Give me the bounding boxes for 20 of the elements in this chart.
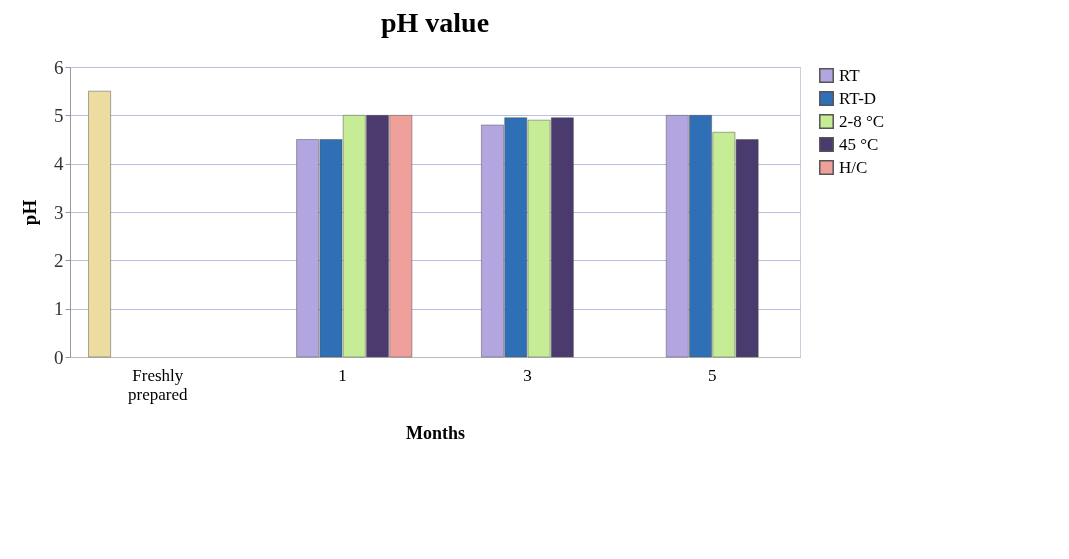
legend-label: RT-D	[839, 88, 877, 108]
legend-label: RT	[839, 65, 861, 85]
y-axis-title: pH	[19, 199, 40, 226]
bar	[88, 90, 111, 358]
chart-title: pH value	[380, 7, 490, 38]
legend-label: H/C	[839, 157, 868, 177]
y-tick-label: 5	[54, 104, 64, 126]
legend-label: 2-8 °C	[839, 111, 885, 131]
x-axis-title: Months	[405, 422, 466, 443]
y-tick-label: 2	[54, 249, 64, 271]
y-tick-label: 1	[54, 298, 64, 320]
x-tick-label: 5	[707, 365, 717, 385]
legend-label: 45 °C	[839, 134, 879, 154]
y-tick-label: 6	[54, 56, 64, 78]
x-tick-label: 3	[523, 365, 532, 385]
y-tick-label: 4	[54, 153, 64, 175]
x-tick-label: Freshly prepared	[128, 365, 189, 404]
y-tick-label: 0	[54, 346, 64, 368]
y-tick-label: 3	[54, 201, 64, 223]
x-tick-label: 1	[338, 365, 347, 385]
